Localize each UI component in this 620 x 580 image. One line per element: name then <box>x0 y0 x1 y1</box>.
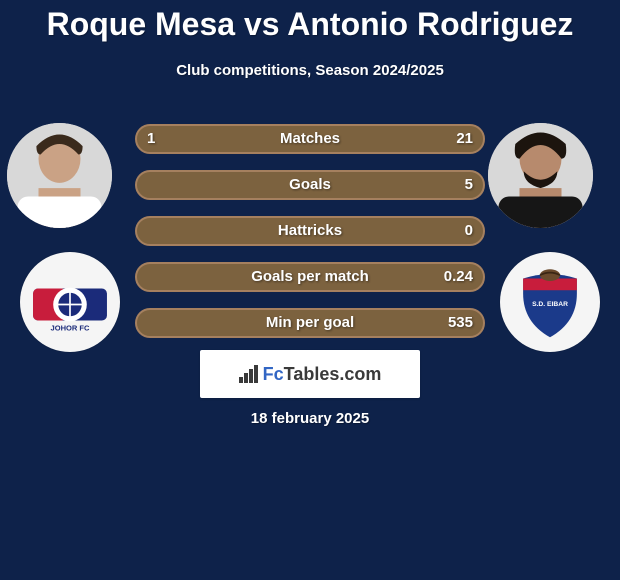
stat-value-right: 535 <box>448 310 473 336</box>
stat-value-right: 21 <box>456 126 473 152</box>
stat-row: Hattricks0 <box>135 216 485 246</box>
player-right-club-logo: S.D. EIBAR <box>500 252 600 352</box>
stat-label: Matches <box>137 126 483 152</box>
club-crest-icon: JOHOR FC <box>28 260 112 344</box>
page-subtitle: Club competitions, Season 2024/2025 <box>0 62 620 79</box>
stat-value-right: 5 <box>465 172 473 198</box>
svg-text:S.D. EIBAR: S.D. EIBAR <box>532 301 568 308</box>
stat-row: Goals5 <box>135 170 485 200</box>
stat-row: Min per goal535 <box>135 308 485 338</box>
brand-text: FcTables.com <box>263 364 382 385</box>
club-crest-icon: S.D. EIBAR <box>508 260 592 344</box>
date-generated: 18 february 2025 <box>0 410 620 427</box>
stat-label: Goals <box>137 172 483 198</box>
stat-row: Goals per match0.24 <box>135 262 485 292</box>
bar-chart-icon <box>239 365 259 383</box>
stat-label: Min per goal <box>137 310 483 336</box>
stat-value-right: 0 <box>465 218 473 244</box>
stat-value-right: 0.24 <box>444 264 473 290</box>
brand-badge: FcTables.com <box>200 350 420 398</box>
stat-label: Goals per match <box>137 264 483 290</box>
player-right-portrait <box>488 123 593 228</box>
page-title: Roque Mesa vs Antonio Rodriguez <box>0 6 620 43</box>
comparison-canvas: Roque Mesa vs Antonio Rodriguez Club com… <box>0 0 620 580</box>
stat-label: Hattricks <box>137 218 483 244</box>
player-silhouette-icon <box>7 123 112 228</box>
svg-text:JOHOR FC: JOHOR FC <box>51 324 91 333</box>
player-silhouette-icon <box>488 123 593 228</box>
player-left-portrait <box>7 123 112 228</box>
player-left-club-logo: JOHOR FC <box>20 252 120 352</box>
stat-row: 1Matches21 <box>135 124 485 154</box>
